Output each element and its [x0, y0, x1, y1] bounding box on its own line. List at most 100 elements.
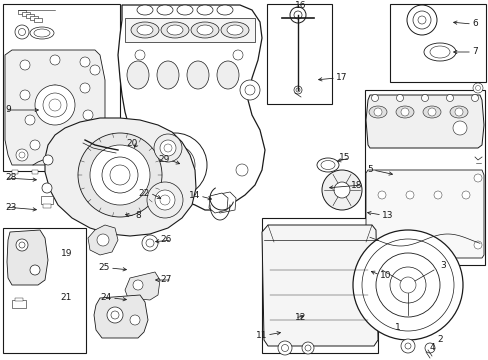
Circle shape	[232, 50, 243, 60]
Circle shape	[43, 93, 67, 117]
Circle shape	[90, 125, 100, 135]
Circle shape	[474, 85, 480, 90]
Ellipse shape	[368, 106, 386, 118]
Circle shape	[377, 191, 385, 199]
Circle shape	[424, 343, 434, 353]
Text: 2: 2	[436, 336, 442, 345]
Circle shape	[107, 307, 123, 323]
Circle shape	[154, 134, 182, 162]
Circle shape	[396, 94, 403, 102]
Circle shape	[50, 55, 60, 65]
Ellipse shape	[221, 22, 248, 38]
Ellipse shape	[316, 158, 338, 172]
Ellipse shape	[429, 46, 449, 58]
Text: 11: 11	[255, 330, 266, 339]
Text: 15: 15	[338, 153, 349, 162]
Bar	[26, 14, 34, 18]
Circle shape	[470, 94, 478, 102]
Ellipse shape	[137, 25, 153, 35]
Ellipse shape	[186, 61, 208, 89]
Circle shape	[281, 345, 288, 351]
Circle shape	[473, 174, 481, 182]
Text: 8: 8	[135, 211, 141, 220]
Bar	[389, 4, 485, 82]
Text: 1: 1	[394, 324, 400, 333]
Circle shape	[399, 277, 415, 293]
Circle shape	[389, 267, 425, 303]
Circle shape	[289, 7, 305, 23]
Ellipse shape	[157, 61, 179, 89]
Circle shape	[133, 280, 142, 290]
Polygon shape	[45, 118, 196, 236]
Text: 27: 27	[160, 275, 172, 284]
Circle shape	[19, 152, 25, 158]
Ellipse shape	[137, 5, 153, 15]
Circle shape	[373, 108, 381, 116]
Ellipse shape	[127, 61, 149, 89]
Circle shape	[30, 140, 40, 150]
Circle shape	[19, 242, 25, 248]
Circle shape	[20, 60, 30, 70]
Bar	[34, 18, 42, 22]
Circle shape	[130, 315, 140, 325]
Circle shape	[321, 170, 361, 210]
Text: 4: 4	[429, 343, 435, 352]
Polygon shape	[88, 225, 118, 255]
Ellipse shape	[197, 25, 213, 35]
Polygon shape	[118, 5, 264, 210]
Circle shape	[400, 339, 414, 353]
Ellipse shape	[34, 29, 50, 37]
Ellipse shape	[197, 5, 213, 15]
Ellipse shape	[422, 106, 440, 118]
Ellipse shape	[30, 27, 54, 39]
Bar	[30, 16, 38, 20]
Text: 20: 20	[126, 139, 138, 148]
Bar	[3, 4, 120, 171]
Circle shape	[35, 85, 75, 125]
Polygon shape	[125, 272, 160, 300]
Text: 5: 5	[366, 166, 372, 175]
Circle shape	[244, 85, 254, 95]
Bar	[43, 204, 51, 208]
Circle shape	[302, 342, 313, 354]
Ellipse shape	[217, 61, 239, 89]
Circle shape	[236, 164, 247, 176]
Circle shape	[25, 115, 35, 125]
Text: 6: 6	[471, 19, 477, 28]
Circle shape	[90, 145, 150, 205]
Circle shape	[164, 155, 184, 175]
Bar	[3, 228, 86, 353]
Ellipse shape	[217, 5, 232, 15]
Ellipse shape	[161, 22, 189, 38]
Circle shape	[102, 157, 138, 193]
Circle shape	[278, 341, 291, 355]
Text: 28: 28	[5, 174, 16, 183]
Circle shape	[160, 140, 176, 156]
Circle shape	[16, 239, 28, 251]
Text: 24: 24	[101, 293, 112, 302]
Circle shape	[155, 145, 195, 185]
Circle shape	[472, 83, 482, 93]
Polygon shape	[5, 50, 105, 165]
Circle shape	[446, 94, 452, 102]
Bar	[18, 10, 26, 14]
Ellipse shape	[423, 43, 455, 61]
Bar	[32, 170, 38, 174]
Circle shape	[43, 155, 53, 165]
Circle shape	[15, 25, 29, 39]
Circle shape	[452, 121, 466, 135]
Ellipse shape	[157, 5, 173, 15]
Circle shape	[78, 133, 162, 217]
Circle shape	[417, 16, 425, 24]
Text: 29: 29	[158, 156, 170, 165]
Circle shape	[240, 80, 260, 100]
Circle shape	[160, 195, 170, 205]
Circle shape	[473, 241, 481, 249]
Circle shape	[110, 165, 130, 185]
Text: 25: 25	[99, 264, 110, 273]
Bar	[12, 170, 18, 174]
Text: 26: 26	[160, 235, 172, 244]
Circle shape	[111, 311, 119, 319]
Circle shape	[85, 135, 95, 145]
Ellipse shape	[131, 22, 159, 38]
